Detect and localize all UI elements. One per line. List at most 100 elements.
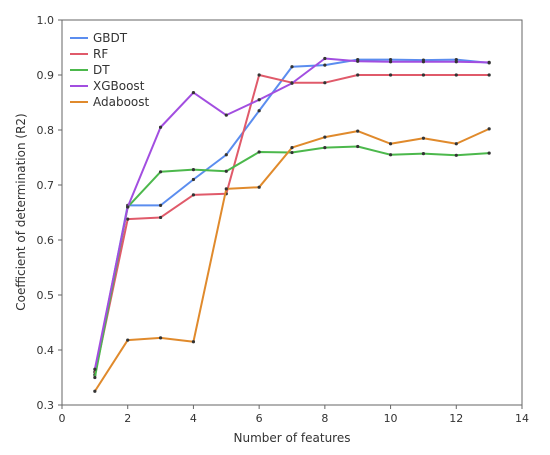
- data-point-xgboost: [487, 60, 491, 64]
- data-point-adaboost: [191, 340, 196, 344]
- legend-item-rf: RF: [70, 47, 108, 61]
- y-tick-label: 0.3: [37, 399, 55, 412]
- data-point-rf: [257, 73, 261, 77]
- series-line-rf: [93, 74, 490, 375]
- y-tick-label: 0.8: [37, 124, 55, 137]
- data-point-dt: [191, 168, 196, 172]
- data-point-dt: [454, 153, 458, 157]
- data-point-adaboost: [454, 142, 458, 146]
- data-point-xgboost: [191, 91, 196, 95]
- series-rf: [93, 73, 491, 377]
- data-point-gbdt: [158, 203, 163, 207]
- legend: GBDT RF DT XGBoost Adaboost: [70, 31, 150, 109]
- data-point-adaboost: [158, 336, 163, 340]
- data-point-gbdt: [388, 58, 393, 62]
- data-point-xgboost: [454, 60, 458, 64]
- data-point-dt: [421, 152, 426, 156]
- data-point-xgboost: [126, 205, 130, 209]
- data-point-gbdt: [454, 58, 458, 62]
- data-point-xgboost: [224, 113, 228, 117]
- legend-item-xgboost: XGBoost: [70, 79, 145, 93]
- data-point-rf: [158, 215, 163, 220]
- legend-label: RF: [93, 47, 108, 61]
- data-point-gbdt: [257, 109, 261, 113]
- data-point-dt: [487, 151, 491, 155]
- data-point-rf: [323, 81, 327, 85]
- series-adaboost: [93, 127, 491, 393]
- series-layer: [93, 56, 491, 393]
- series-xgboost: [93, 56, 491, 371]
- x-tick-label: 2: [124, 412, 131, 425]
- data-point-gbdt: [290, 65, 294, 69]
- data-point-dt: [356, 144, 360, 149]
- data-point-adaboost: [93, 389, 97, 393]
- x-tick-label: 6: [256, 412, 263, 425]
- y-tick-label: 0.4: [37, 344, 55, 357]
- data-point-xgboost: [421, 60, 426, 64]
- series-line-xgboost: [93, 57, 490, 370]
- data-point-xgboost: [323, 56, 327, 61]
- data-point-rf: [126, 217, 130, 221]
- x-tick-label: 8: [321, 412, 328, 425]
- data-point-dt: [257, 150, 261, 154]
- y-tick-label: 1.0: [37, 14, 55, 27]
- series-line-gbdt: [93, 58, 490, 373]
- data-point-dt: [224, 169, 228, 173]
- x-tick-label: 14: [515, 412, 529, 425]
- data-point-adaboost: [323, 135, 327, 139]
- data-point-dt: [323, 146, 327, 150]
- data-point-adaboost: [126, 338, 130, 342]
- data-point-adaboost: [257, 185, 261, 189]
- data-point-xgboost: [388, 60, 393, 64]
- data-point-rf: [454, 73, 458, 77]
- data-point-rf: [191, 193, 196, 197]
- data-point-adaboost: [290, 146, 294, 150]
- y-tick-label: 0.7: [37, 179, 55, 192]
- data-point-adaboost: [356, 129, 360, 133]
- x-tick-label: 0: [59, 412, 66, 425]
- x-axis-ticks: 0 2 4 6 8 10 12 14: [59, 405, 529, 425]
- data-point-gbdt: [323, 63, 327, 67]
- plot-frame: [61, 19, 523, 406]
- x-tick-label: 12: [449, 412, 463, 425]
- data-point-dt: [93, 375, 97, 380]
- data-point-xgboost: [290, 81, 294, 85]
- legend-item-gbdt: GBDT: [70, 31, 128, 45]
- data-point-adaboost: [388, 142, 393, 146]
- series-dt: [93, 144, 491, 380]
- legend-label: DT: [93, 63, 110, 77]
- data-point-xgboost: [356, 59, 360, 63]
- y-tick-label: 0.9: [37, 69, 55, 82]
- data-point-xgboost: [257, 98, 261, 102]
- y-tick-label: 0.6: [37, 234, 55, 247]
- data-point-xgboost: [93, 367, 97, 371]
- data-point-dt: [388, 153, 393, 157]
- y-tick-label: 0.5: [37, 289, 55, 302]
- data-point-rf: [388, 73, 393, 77]
- legend-item-adaboost: Adaboost: [70, 95, 150, 109]
- x-tick-label: 4: [190, 412, 197, 425]
- series-gbdt: [93, 58, 491, 374]
- data-point-adaboost: [421, 136, 426, 140]
- legend-label: GBDT: [93, 31, 128, 45]
- series-line-dt: [93, 145, 490, 378]
- x-axis-label: Number of features: [234, 431, 351, 445]
- data-point-gbdt: [224, 153, 228, 157]
- data-point-dt: [290, 150, 294, 155]
- data-point-gbdt: [191, 177, 196, 182]
- data-point-rf: [487, 73, 491, 77]
- legend-label: XGBoost: [93, 79, 145, 93]
- legend-label: Adaboost: [93, 95, 150, 109]
- series-line-adaboost: [94, 127, 490, 392]
- data-point-adaboost: [487, 127, 491, 131]
- x-tick-label: 10: [384, 412, 398, 425]
- data-point-adaboost: [224, 187, 228, 191]
- data-point-rf: [421, 73, 426, 77]
- data-point-rf: [356, 73, 360, 77]
- legend-item-dt: DT: [70, 63, 110, 77]
- data-point-dt: [158, 170, 163, 174]
- data-point-xgboost: [158, 125, 163, 129]
- y-axis-label: Coefficient of determination (R2): [14, 113, 28, 310]
- y-axis-ticks: 0.3 0.4 0.5 0.6 0.7 0.8 0.9 1.0: [37, 14, 62, 412]
